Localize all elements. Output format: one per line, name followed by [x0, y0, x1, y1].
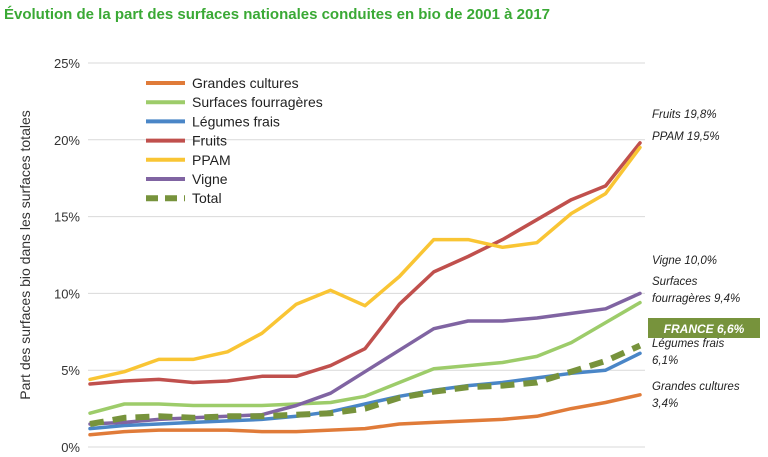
annotation-grandes: 3,4%	[652, 398, 678, 410]
annotations: Fruits 19,8% PPAM 19,5% Vigne 10,0% Surface…	[648, 109, 760, 410]
series-line-surfaces-fourrag-res	[88, 300, 642, 415]
series-line-grandes-cultures	[88, 393, 642, 437]
series-line-ppam	[88, 145, 642, 382]
annotation-france: FRANCE 6,6%	[664, 322, 745, 336]
series-line-total	[89, 342, 642, 427]
legend-entry: PPAM	[192, 152, 231, 168]
annotation-grandes: Grandes cultures	[652, 381, 740, 393]
annotation-vigne: Vigne 10,0%	[652, 255, 717, 267]
y-tick-labels: 0% 5% 10% 15% 20% 25%	[54, 56, 80, 455]
france-highlight-box	[648, 318, 760, 338]
series-line-fruits	[88, 141, 642, 386]
legend-entry: Grandes cultures	[192, 75, 299, 91]
legend-entry: Légumes frais	[192, 113, 280, 129]
annotation-ppam: PPAM 19,5%	[652, 131, 720, 143]
y-tick-label: 20%	[54, 133, 80, 148]
y-axis-label: Part des surfaces bio dans les surfaces …	[17, 110, 33, 399]
y-tick-label: 15%	[54, 210, 80, 225]
legend: Grandes cultures Surfaces fourragères Légu…	[146, 75, 323, 206]
y-tick-label: 5%	[61, 363, 80, 378]
y-tick-label: 0%	[61, 440, 80, 455]
annotation-legumes: Légumes frais	[652, 338, 724, 350]
legend-entry: Vigne	[192, 171, 228, 187]
chart-title: Évolution de la part des surfaces nation…	[4, 6, 551, 23]
annotation-legumes: 6,1%	[652, 355, 678, 367]
annotation-fruits: Fruits 19,8%	[652, 109, 717, 121]
y-tick-label: 10%	[54, 286, 80, 301]
series-lines	[88, 141, 642, 437]
annotation-fourrageres: Surfaces	[652, 276, 698, 288]
annotation-fourrageres: fourragères 9,4%	[652, 293, 740, 305]
legend-entry: Fruits	[192, 133, 227, 149]
y-tick-label: 25%	[54, 56, 80, 71]
legend-entry: Surfaces fourragères	[192, 94, 323, 110]
legend-entry: Total	[192, 190, 222, 206]
